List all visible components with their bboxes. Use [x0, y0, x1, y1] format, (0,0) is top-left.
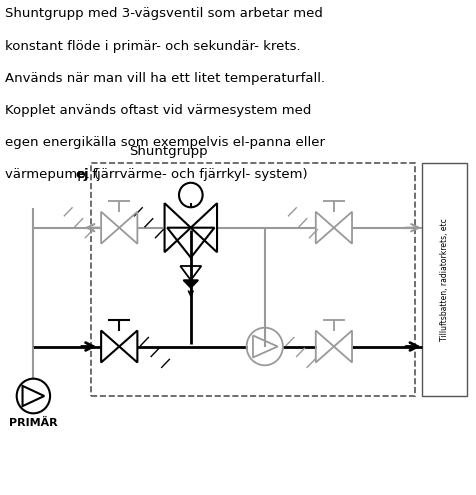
Text: konstant flöde i primär- och sekundär- krets.: konstant flöde i primär- och sekundär- k… — [5, 40, 300, 52]
Text: egen energikälla som exempelvis el-panna eller: egen energikälla som exempelvis el-panna… — [5, 136, 324, 149]
FancyBboxPatch shape — [421, 163, 466, 396]
Text: värmepump. (: värmepump. ( — [5, 168, 99, 181]
Text: PRIMÄR: PRIMÄR — [9, 418, 58, 428]
Text: Shuntgrupp med 3-vägsventil som arbetar med: Shuntgrupp med 3-vägsventil som arbetar … — [5, 7, 322, 20]
Text: ej: ej — [75, 168, 89, 181]
Text: Används när man vill ha ett litet temperaturfall.: Används när man vill ha ett litet temper… — [5, 72, 324, 85]
Text: fjärrvärme- och fjärrkyl- system): fjärrvärme- och fjärrkyl- system) — [88, 168, 307, 181]
Text: Tilluftsbatten, radiatorkrets, etc: Tilluftsbatten, radiatorkrets, etc — [439, 218, 448, 341]
Polygon shape — [183, 280, 198, 288]
Text: Shuntgrupp: Shuntgrupp — [129, 146, 207, 158]
Text: Kopplet används oftast vid värmesystem med: Kopplet används oftast vid värmesystem m… — [5, 104, 310, 117]
